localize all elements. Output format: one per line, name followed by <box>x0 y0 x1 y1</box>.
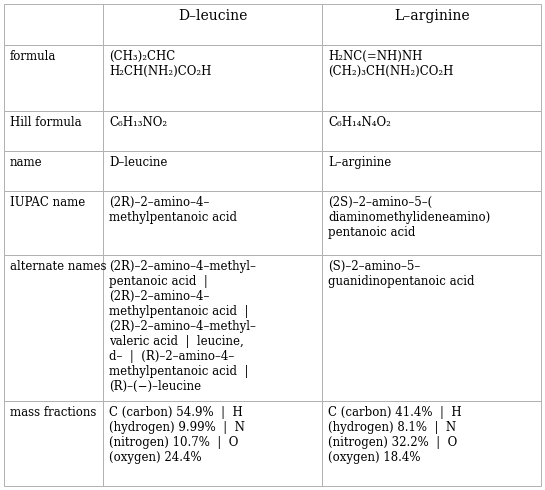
Bar <box>323 46 541 111</box>
Bar <box>4 401 104 486</box>
Text: name: name <box>10 156 43 169</box>
Bar <box>104 192 323 255</box>
Text: Hill formula: Hill formula <box>10 116 82 129</box>
Text: D–leucine: D–leucine <box>178 9 247 23</box>
Text: (S)–2–amino–5–
guanidinopentanoic acid: (S)–2–amino–5– guanidinopentanoic acid <box>329 260 475 288</box>
Bar <box>4 111 104 151</box>
Text: C (carbon) 41.4%  |  H
(hydrogen) 8.1%  |  N
(nitrogen) 32.2%  |  O
(oxygen) 18.: C (carbon) 41.4% | H (hydrogen) 8.1% | N… <box>329 406 462 464</box>
Bar <box>4 46 104 111</box>
Text: C (carbon) 54.9%  |  H
(hydrogen) 9.99%  |  N
(nitrogen) 10.7%  |  O
(oxygen) 24: C (carbon) 54.9% | H (hydrogen) 9.99% | … <box>110 406 245 464</box>
Text: formula: formula <box>10 50 56 63</box>
Text: (2R)–2–amino–4–
methylpentanoic acid: (2R)–2–amino–4– methylpentanoic acid <box>110 196 237 224</box>
Bar <box>4 255 104 401</box>
Bar <box>104 111 323 151</box>
Bar <box>323 111 541 151</box>
Bar <box>4 4 104 46</box>
Text: mass fractions: mass fractions <box>10 406 96 419</box>
Bar <box>323 255 541 401</box>
Text: D–leucine: D–leucine <box>110 156 168 169</box>
Text: (2R)–2–amino–4–methyl–
pentanoic acid  |
(2R)–2–amino–4–
methylpentanoic acid  |: (2R)–2–amino–4–methyl– pentanoic acid | … <box>110 260 256 393</box>
Text: L–arginine: L–arginine <box>329 156 392 169</box>
Bar <box>104 46 323 111</box>
Text: H₂NC(=NH)NH
(CH₂)₃CH(NH₂)CO₂H: H₂NC(=NH)NH (CH₂)₃CH(NH₂)CO₂H <box>329 50 454 78</box>
Text: C₆H₁₃NO₂: C₆H₁₃NO₂ <box>110 116 167 129</box>
Text: IUPAC name: IUPAC name <box>10 196 85 209</box>
Text: C₆H₁₄N₄O₂: C₆H₁₄N₄O₂ <box>329 116 391 129</box>
Bar <box>323 401 541 486</box>
Text: (2S)–2–amino–5–(
diaminomethylideneamino)
pentanoic acid: (2S)–2–amino–5–( diaminomethylideneamino… <box>329 196 490 240</box>
Bar <box>323 4 541 46</box>
Bar <box>104 401 323 486</box>
Text: L–arginine: L–arginine <box>394 9 470 23</box>
Bar <box>4 151 104 192</box>
Bar <box>104 255 323 401</box>
Text: alternate names: alternate names <box>10 260 106 273</box>
Bar <box>104 4 323 46</box>
Bar <box>323 151 541 192</box>
Bar <box>104 151 323 192</box>
Text: (CH₃)₂CHC
H₂CH(NH₂)CO₂H: (CH₃)₂CHC H₂CH(NH₂)CO₂H <box>110 50 211 78</box>
Bar <box>323 192 541 255</box>
Bar <box>4 192 104 255</box>
